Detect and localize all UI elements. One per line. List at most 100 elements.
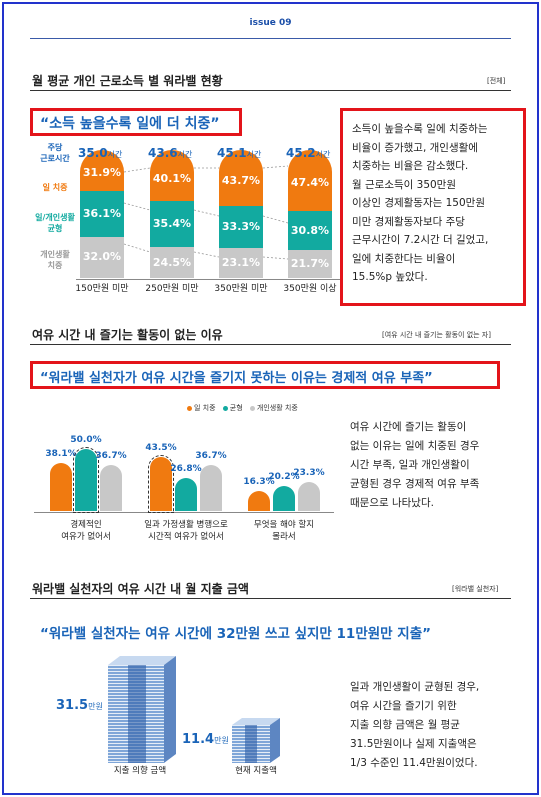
short-money-stack (232, 718, 280, 763)
hours-value: 43.6 (148, 146, 178, 160)
reason-label-line: 몰라서 (272, 532, 296, 542)
section2-text-line: 여유 시간에 즐기는 활동이 (350, 421, 467, 433)
grouped-bar (248, 490, 270, 511)
bar-balance-segment: 35.4% (150, 201, 194, 247)
section3-paragraph: 일과 개인생활이 균형된 경우, 여유 시간을 즐기기 위한 지출 의향 금액은 월… (350, 678, 479, 773)
hours-value: 35.0 (78, 146, 108, 160)
grouped-bar (73, 446, 99, 513)
grouped-bar (298, 481, 320, 511)
reason-label-line: 경제적인 (70, 520, 102, 530)
hours-value: 45.2 (286, 146, 316, 160)
section1-text-box (340, 108, 526, 306)
grouped-bar (273, 485, 295, 511)
reason-label: 일과 가정생활 병행으로 시간적 여유가 없어서 (120, 519, 252, 543)
section2-tag: [여유 시간 내 즐기는 활동이 없는 자] (382, 331, 491, 339)
chart2-axis (34, 512, 334, 513)
income-label: 350만원 미만 (214, 284, 268, 294)
chart1-axis (76, 279, 340, 280)
section2-headline-box (30, 361, 500, 389)
legend2-work: 일 치중 (194, 404, 216, 412)
section3-text-line: 1/3 수준인 11.4만원이었다. (350, 757, 478, 769)
grouped-bar-value: 38.1% (45, 449, 77, 460)
reason-label: 경제적인 여유가 없어서 (20, 519, 152, 543)
section2-text-line: 없는 이유는 일에 치중된 경우 (350, 440, 480, 452)
legend-dot-balance (222, 405, 228, 411)
grouped-bar-value: 36.7% (95, 451, 127, 462)
section1-text-line: 15.5%p 높았다. (352, 271, 428, 283)
section3-text-line: 여유 시간을 즐기기 위한 (350, 700, 457, 712)
section1-text-line: 근무시간이 7.2시간 더 길었고, (352, 234, 489, 246)
want-label: 지출 의향 금액 (113, 766, 167, 776)
legend-life: 개인생활 치중 (40, 250, 70, 270)
section1-text-line: 이상인 경제활동자는 150만원 (352, 197, 485, 209)
bar-work-segment: 43.7% (219, 149, 263, 206)
hours-label: 35.0시간 (78, 146, 122, 160)
section1-divider (30, 90, 511, 91)
section1-text-line: 치중하는 비율은 감소했다. (352, 160, 469, 172)
legend-dot-work (187, 405, 192, 411)
grouped-bar-value: 20.2% (268, 471, 300, 482)
bar-balance-segment: 36.1% (80, 190, 124, 238)
bar-work-segment: 40.1% (150, 150, 194, 202)
legend2-life: 개인생활 치중 (256, 404, 298, 412)
hours-unit: 시간 (177, 150, 193, 159)
section1-text-line: 비율이 증가했고, 개인생활에 (352, 141, 478, 154)
income-label: 250만원 미만 (145, 284, 199, 294)
section1-title: 월 평균 개인 근로소득 별 워라밸 현황 (32, 74, 223, 88)
section2-text-line: 시간 부족, 일과 개인생활이 (350, 459, 470, 471)
section2-divider (30, 344, 511, 345)
want-amount: 31.5만원 (56, 698, 103, 713)
hours-label: 43.6시간 (148, 146, 192, 160)
hours-unit: 시간 (246, 150, 262, 159)
section3-tag: [워라밸 실천자] (452, 585, 499, 593)
section2-text-line: 때문으로 나타났다. (350, 497, 434, 509)
section1-text-line: 일에 치중한다는 비율이 (352, 252, 456, 265)
chart2-legend: 일 치중 균형 개인생활 치중 (182, 403, 298, 413)
grouped-bar (148, 454, 174, 514)
bar-life-segment: 32.0% (80, 237, 124, 278)
bar-work-segment: 47.4% (288, 150, 332, 211)
bar-life-segment: 21.7% (288, 250, 332, 278)
grouped-bar-value: 23.3% (293, 467, 325, 478)
current-label: 현재 지출액 (235, 766, 277, 776)
tall-money-stack (108, 656, 176, 763)
grouped-bar (100, 465, 122, 511)
reason-label-line: 무엇을 해야 할지 (253, 520, 315, 530)
section1-text-line: 소득이 높을수록 일에 치중하는 (352, 123, 488, 135)
grouped-bar (175, 477, 197, 511)
bar-life-segment: 23.1% (219, 248, 263, 278)
bar-life-segment: 24.5% (150, 246, 194, 278)
section1-text-line: 미만 경제활동자보다 주당 (352, 215, 465, 228)
section2-text-line: 균형된 경우 경제적 여유 부족 (350, 478, 480, 490)
section3-title: 워라밸 실천자의 여유 시간 내 월 지출 금액 (32, 582, 249, 596)
legend-work: 일 치중 (42, 183, 68, 192)
hours-unit: 시간 (315, 150, 331, 159)
section3-text-line: 지출 의향 금액은 월 평균 (350, 719, 460, 731)
hours-unit: 시간 (107, 150, 123, 159)
grouped-bar-value: 16.3% (243, 476, 275, 487)
bar-balance-segment: 33.3% (219, 205, 263, 249)
grouped-bar (200, 465, 222, 511)
legend-balance: 일/개인생활 균형 (35, 213, 75, 233)
income-label: 350만원 이상 (283, 284, 337, 294)
legend2-balance: 균형 (229, 404, 243, 412)
bar-work-segment: 31.9% (80, 150, 124, 191)
bar-balance-segment: 30.8% (288, 210, 332, 251)
hours-value: 45.1 (217, 146, 247, 160)
income-label: 150만원 미만 (75, 284, 129, 294)
section3-divider (30, 598, 511, 599)
section1-text-line: 월 근로소득이 350만원 (352, 178, 456, 191)
section1-tag: [전체] (487, 77, 506, 85)
section1-headline-box (30, 108, 242, 136)
section2-title: 여유 시간 내 즐기는 활동이 없는 이유 (32, 328, 223, 342)
current-amount: 11.4만원 (182, 732, 229, 747)
section2-headline: “워라밸 실천자가 여유 시간을 즐기지 못하는 이유는 경제적 여유 부족” (40, 371, 433, 386)
hours-label: 45.2시간 (286, 146, 330, 160)
grouped-bar-value: 36.7% (195, 451, 227, 462)
